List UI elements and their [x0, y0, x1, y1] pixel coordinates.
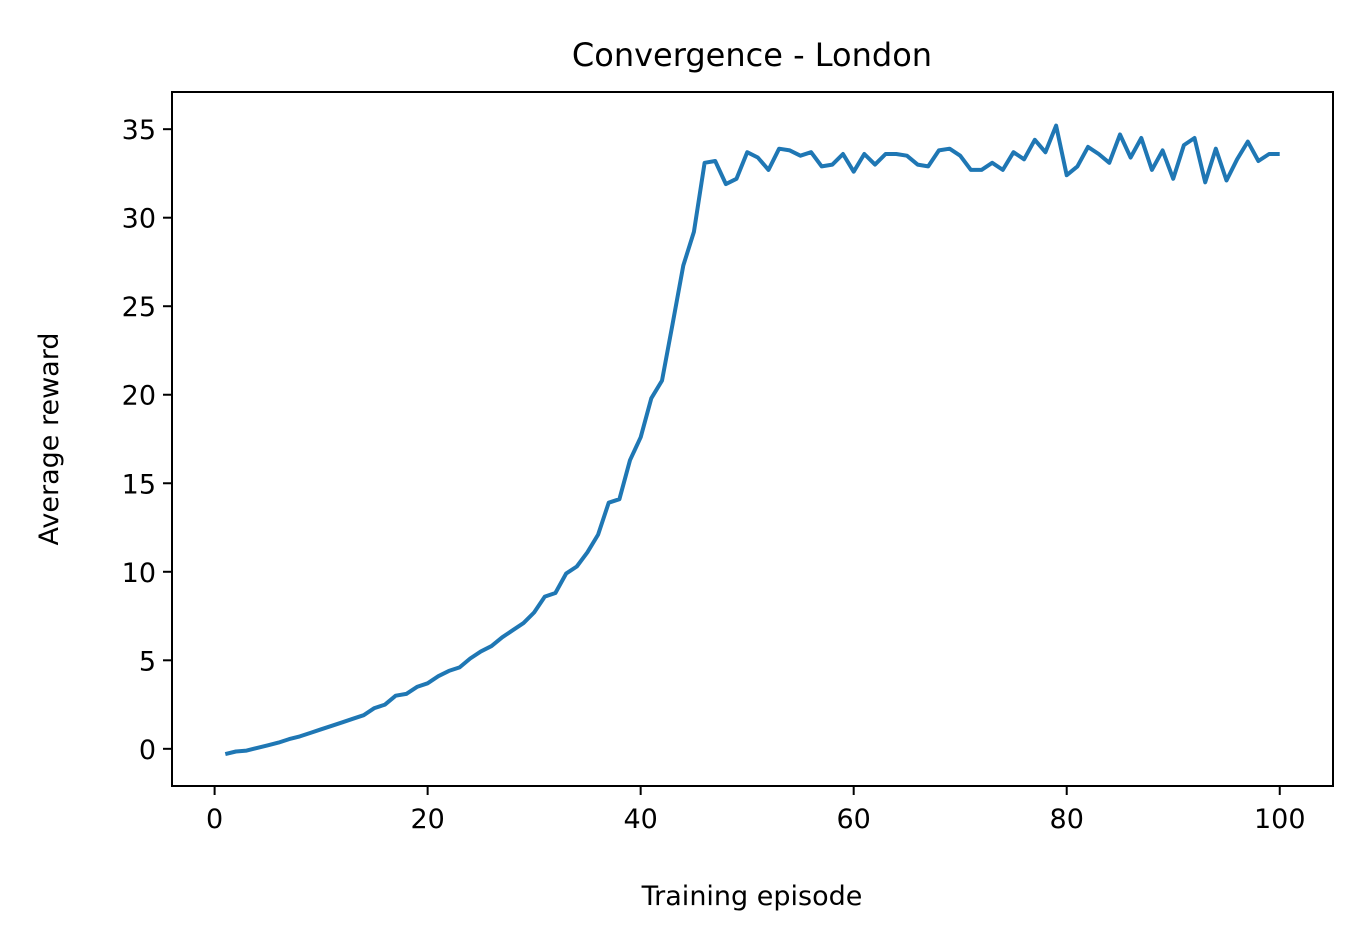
x-axis: 0 20 40 60 80 100 — [206, 786, 1306, 835]
x-tick-label: 40 — [623, 804, 657, 835]
x-tick-label: 60 — [837, 804, 871, 835]
x-tick-label: 20 — [410, 804, 444, 835]
x-tick-label: 0 — [206, 804, 223, 835]
y-tick-label: 20 — [122, 381, 156, 412]
y-tick-label: 35 — [122, 115, 156, 146]
x-axis-label: Training episode — [641, 881, 863, 912]
plot-frame — [171, 91, 1334, 787]
x-tick-label: 100 — [1254, 804, 1306, 835]
y-axis: 0 5 10 15 20 25 30 35 — [122, 115, 172, 766]
y-tick-label: 10 — [122, 558, 156, 589]
y-tick-label: 30 — [122, 204, 156, 235]
y-axis-label: Average reward — [34, 333, 65, 546]
series-line — [224, 123, 1280, 757]
y-tick-label: 25 — [122, 292, 156, 323]
y-tick-label: 15 — [122, 469, 156, 500]
y-tick-label: 0 — [139, 735, 156, 766]
plot-area — [224, 123, 1280, 757]
chart-title: Convergence - London — [572, 36, 932, 74]
y-tick-label: 5 — [139, 646, 156, 677]
x-tick-label: 80 — [1050, 804, 1084, 835]
